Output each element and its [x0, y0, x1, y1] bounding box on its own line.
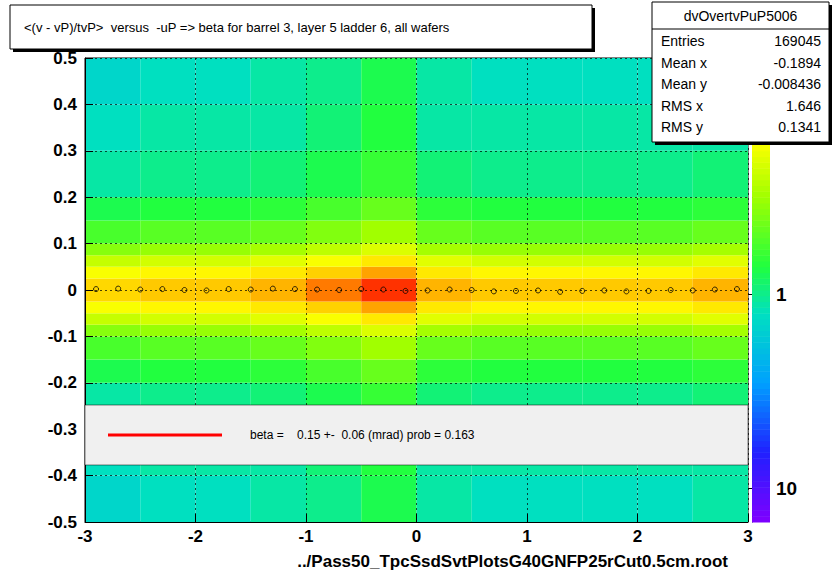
svg-text:-0.2: -0.2: [48, 373, 77, 392]
svg-text:-0.1894: -0.1894: [774, 55, 822, 71]
svg-text:0.1341: 0.1341: [778, 119, 821, 135]
svg-text:1.646: 1.646: [786, 98, 821, 114]
svg-text:169045: 169045: [774, 33, 821, 49]
svg-text:../Pass50_TpcSsdSvtPlotsG40GNF: ../Pass50_TpcSsdSvtPlotsG40GNFP25rCut0.5…: [297, 552, 728, 571]
svg-text:-1: -1: [298, 527, 313, 546]
svg-text:1: 1: [776, 284, 787, 305]
svg-text:-2: -2: [188, 527, 203, 546]
svg-text:3: 3: [743, 527, 752, 546]
svg-text:0.3: 0.3: [53, 141, 77, 160]
svg-text:beta = 0.15 +- 0.06 (mrad): beta = 0.15 +- 0.06 (mrad) prob = 0.163: [250, 428, 475, 442]
svg-text:Entries: Entries: [661, 33, 705, 49]
svg-text:-0.008436: -0.008436: [758, 76, 821, 92]
svg-text:RMS y: RMS y: [661, 119, 703, 135]
svg-text:1: 1: [522, 527, 531, 546]
svg-text:-0.5: -0.5: [48, 513, 77, 532]
svg-text:0: 0: [412, 527, 421, 546]
svg-text:0.4: 0.4: [53, 95, 77, 114]
svg-text:0.2: 0.2: [53, 188, 77, 207]
svg-text:-0.3: -0.3: [48, 420, 77, 439]
svg-text:dvOvertvPuP5006: dvOvertvPuP5006: [684, 8, 798, 24]
svg-text:0.5: 0.5: [53, 48, 77, 68]
svg-text:-0.4: -0.4: [48, 466, 78, 485]
svg-text:0: 0: [68, 281, 77, 300]
svg-text:<(v - vP)/tvP> versus -uP =>: <(v - vP)/tvP> versus -uP => beta for ba…: [24, 20, 450, 35]
svg-text:-0.1: -0.1: [48, 327, 77, 346]
svg-text:Mean y: Mean y: [661, 76, 707, 92]
svg-text:2: 2: [633, 527, 642, 546]
svg-text:-3: -3: [77, 527, 92, 546]
svg-text:0.1: 0.1: [53, 234, 77, 253]
svg-text:Mean x: Mean x: [661, 55, 707, 71]
svg-text:10: 10: [776, 478, 797, 499]
svg-text:RMS x: RMS x: [661, 98, 703, 114]
